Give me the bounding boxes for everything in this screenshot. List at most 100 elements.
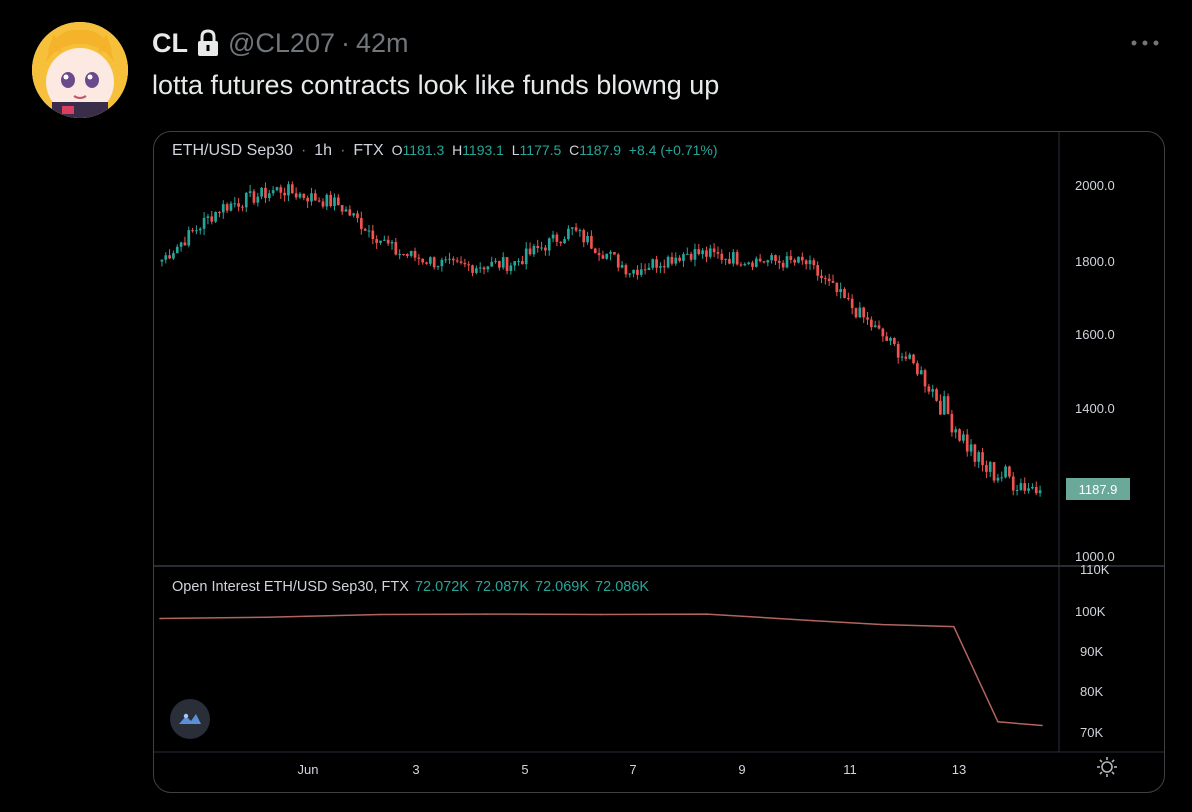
candle-body — [336, 197, 340, 205]
open-interest-point — [379, 613, 382, 616]
candle-body — [375, 239, 379, 243]
candle-body — [893, 338, 896, 345]
candle-body — [432, 257, 436, 268]
candle-body — [670, 256, 674, 264]
candle-body — [988, 462, 992, 472]
candle-body — [402, 253, 405, 255]
candle-body — [348, 209, 352, 216]
tradingview-logo-icon[interactable] — [170, 699, 210, 739]
candle-body — [340, 204, 344, 212]
candle-body — [850, 298, 854, 309]
interval-label[interactable]: 1h — [314, 142, 333, 159]
candle-body — [781, 262, 785, 268]
time-tick: 7 — [629, 762, 637, 777]
author-handle[interactable]: @CL207 — [228, 27, 335, 58]
candle-body — [870, 319, 873, 328]
avatar[interactable] — [32, 22, 128, 118]
open-interest-legend: Open Interest ETH/USD Sep30, FTX 72.072K… — [172, 579, 649, 595]
candle-body — [195, 230, 198, 232]
candle-body — [1027, 488, 1030, 491]
chart-canvas — [154, 132, 1164, 753]
candle-body — [379, 240, 382, 243]
candle-body — [889, 338, 892, 341]
candle-body — [260, 187, 263, 197]
candle-body — [655, 259, 658, 268]
candle-body — [160, 259, 164, 262]
candle-body — [290, 184, 294, 194]
candle-body — [459, 261, 463, 263]
tweet-text: lotta futures contracts look like funds … — [152, 70, 720, 100]
candle-body — [793, 259, 796, 263]
lock-icon — [194, 28, 222, 58]
open-interest-point — [1041, 724, 1043, 727]
candle-body — [659, 266, 662, 268]
candle-body — [306, 197, 309, 202]
author-name[interactable]: CL — [152, 27, 188, 58]
candle-body — [168, 255, 171, 259]
candle-body — [866, 317, 869, 320]
time-tick: 9 — [738, 762, 746, 777]
candle-body — [586, 236, 589, 243]
candle-body — [467, 264, 471, 266]
candle-body — [417, 257, 421, 259]
oi-tick: 90K — [1080, 644, 1104, 659]
candle-body — [367, 230, 371, 232]
candle-body — [287, 184, 290, 196]
candle-body — [873, 325, 877, 328]
candle-body — [751, 262, 754, 267]
candle-body — [946, 396, 950, 414]
open-interest-line — [159, 613, 1043, 727]
candle-body — [229, 203, 233, 211]
candle-body — [996, 477, 1000, 481]
tweet-media-chart[interactable]: ETH/USD Sep30 · 1h · FTX O1181.3 H1193.1… — [153, 131, 1165, 793]
exchange-label[interactable]: FTX — [353, 142, 384, 159]
candle-body — [735, 252, 739, 265]
avatar-image — [32, 22, 128, 118]
time-tick: 13 — [951, 762, 967, 777]
candle-body — [574, 227, 578, 231]
candle-body — [532, 245, 536, 255]
candle-body — [1019, 483, 1023, 491]
candle-body — [678, 257, 681, 261]
candle-body — [716, 252, 720, 254]
candle-body — [256, 196, 260, 203]
candle-body — [582, 230, 586, 243]
more-horizontal-icon[interactable] — [1128, 26, 1162, 60]
candle-body — [743, 263, 747, 266]
timestamp[interactable]: 42m — [355, 27, 409, 58]
candle-body — [728, 258, 731, 264]
symbol-label[interactable]: ETH/USD Sep30 — [172, 142, 293, 159]
candle-body — [812, 260, 816, 266]
candle-body — [620, 265, 624, 268]
candle-body — [264, 187, 267, 198]
candle-body — [858, 307, 862, 318]
candle-body — [992, 462, 996, 481]
candle-body — [843, 289, 846, 298]
candle-body — [413, 250, 417, 258]
candle-body — [551, 234, 555, 239]
candle-body — [777, 260, 781, 263]
candle-body — [448, 258, 451, 260]
candle-body — [283, 192, 286, 196]
settings-gear-icon[interactable] — [1096, 756, 1118, 778]
oi-tick: 100K — [1075, 604, 1106, 619]
candle-body — [333, 197, 336, 207]
price-tick: 1000.0 — [1075, 549, 1115, 564]
open-interest-point — [882, 623, 885, 626]
candle-body — [923, 370, 927, 387]
candle-body — [701, 250, 704, 255]
candle-body — [363, 228, 367, 231]
candle-body — [800, 256, 804, 261]
candle-body — [356, 213, 359, 219]
candle-body — [597, 253, 601, 256]
last-price-tag: 1187.9 — [1066, 478, 1130, 500]
candle-body — [839, 289, 843, 293]
candle-body — [321, 201, 325, 207]
candle-body — [329, 194, 332, 207]
oi-title[interactable]: Open Interest ETH/USD Sep30, FTX — [172, 579, 409, 595]
open-interest-point — [265, 616, 267, 619]
candle-body — [398, 253, 402, 255]
candle-body — [570, 227, 574, 229]
candle-body — [501, 257, 505, 268]
candle-body — [739, 264, 743, 266]
